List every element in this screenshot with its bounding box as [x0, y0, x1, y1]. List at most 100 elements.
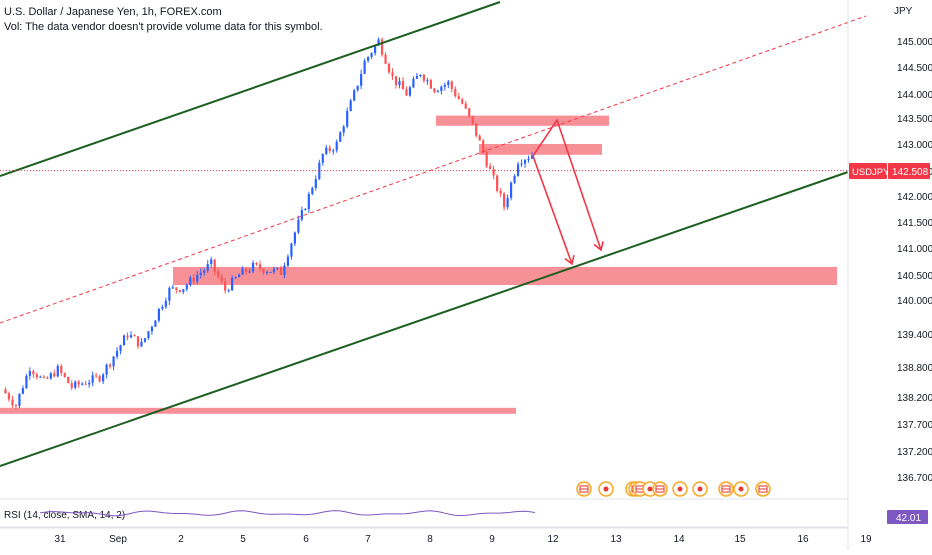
candle-body	[325, 147, 328, 154]
candle-body	[527, 158, 530, 160]
candle-body	[74, 381, 77, 388]
candle-body	[227, 290, 230, 292]
candle-body	[102, 374, 105, 382]
candle-body	[217, 271, 220, 278]
volume-note: Vol: The data vendor doesn't provide vol…	[4, 21, 323, 33]
price-badge	[888, 163, 930, 179]
candle-body	[7, 393, 11, 400]
projection-arrow-1-head	[593, 241, 604, 252]
candle-body	[262, 269, 265, 273]
candle-body	[485, 152, 488, 167]
trendlines-layer	[0, 1, 867, 467]
candle-body	[39, 376, 42, 378]
candle-body	[150, 326, 154, 332]
candle-body	[311, 188, 314, 194]
x-tick-label: 13	[610, 534, 622, 545]
candle-body	[238, 274, 241, 278]
candle-body	[213, 259, 216, 272]
candle-body	[95, 375, 98, 377]
rsi-line	[39, 510, 536, 517]
candle-body	[496, 175, 499, 191]
candle-body	[49, 373, 52, 379]
candle-body	[370, 53, 373, 57]
candle-body	[384, 54, 387, 64]
candles-layer	[4, 37, 534, 410]
y-tick-label: 145.000	[897, 37, 932, 48]
candle-body	[168, 287, 171, 301]
candle-body	[32, 371, 35, 375]
candle-body	[440, 86, 443, 92]
candle-body	[293, 232, 296, 244]
candle-body	[126, 335, 129, 338]
candle-body	[63, 372, 66, 377]
candle-body	[401, 81, 405, 90]
candle-body	[203, 270, 206, 273]
candle-body	[105, 364, 108, 375]
candle-body	[143, 338, 147, 342]
candle-body	[28, 371, 31, 376]
x-tick-label: 12	[547, 534, 559, 545]
candle-body	[433, 88, 436, 93]
candle-body	[447, 81, 450, 85]
candle-body	[492, 169, 495, 176]
y-tick-label: 136.700	[897, 473, 932, 484]
candle-body	[269, 271, 272, 273]
candle-body	[429, 80, 432, 89]
y-tick-label: 138.200	[897, 393, 932, 404]
x-tick-label: 2	[178, 534, 184, 545]
rsi-label: RSI (14, close, SMA, 14, 2)	[4, 510, 125, 521]
candle-body	[353, 90, 356, 101]
y-tick-label: 141.000	[897, 244, 932, 255]
candle-body	[14, 405, 18, 407]
y-tick-label: 139.400	[897, 330, 932, 341]
y-tick-label: 141.500	[897, 218, 932, 229]
candle-body	[304, 208, 307, 211]
y-tick-label: 144.000	[897, 90, 932, 101]
flag-dot-icon	[603, 486, 609, 492]
candle-body	[81, 383, 84, 385]
candle-body	[258, 264, 262, 270]
candle-body	[4, 389, 7, 394]
x-tick-label: 15	[734, 534, 746, 545]
candle-body	[290, 243, 293, 257]
x-tick-label: 9	[489, 534, 495, 545]
projection-arrow-2-head	[564, 255, 575, 266]
candle-body	[60, 365, 63, 373]
x-tick-label: 16	[797, 534, 809, 545]
candle-body	[192, 277, 195, 282]
candle-body	[391, 72, 394, 77]
price-badge-value: 142.508	[892, 167, 929, 178]
candle-body	[279, 267, 283, 275]
candle-body	[478, 135, 481, 141]
candle-body	[122, 335, 126, 346]
candle-body	[300, 210, 303, 220]
candle-body	[332, 150, 335, 152]
candle-body	[11, 399, 14, 406]
candle-body	[513, 175, 516, 183]
candle-body	[164, 300, 167, 307]
x-tick-label: 31	[54, 534, 66, 545]
symbol-badge-label: USDJPY	[852, 167, 890, 178]
candle-body	[422, 74, 426, 81]
candle-body	[161, 306, 164, 309]
candle-body	[251, 262, 255, 272]
y-tick-label: 137.200	[897, 447, 932, 458]
candle-body	[461, 99, 464, 104]
candle-body	[129, 335, 133, 338]
rsi-layer: RSI (14, close, SMA, 14, 2)	[0, 498, 848, 528]
candle-body	[140, 341, 143, 347]
event-markers-layer	[576, 481, 771, 497]
channel-mid-dashed-line	[0, 15, 867, 324]
candle-body	[328, 147, 331, 151]
candle-body	[53, 373, 56, 377]
candle-body	[415, 76, 419, 79]
candle-body	[405, 89, 408, 96]
candle-body	[18, 393, 21, 406]
rsi-value-badge	[887, 510, 928, 524]
candle-body	[335, 141, 338, 151]
candle-body	[419, 74, 422, 77]
candle-body	[468, 108, 471, 117]
candle-body	[297, 219, 300, 233]
